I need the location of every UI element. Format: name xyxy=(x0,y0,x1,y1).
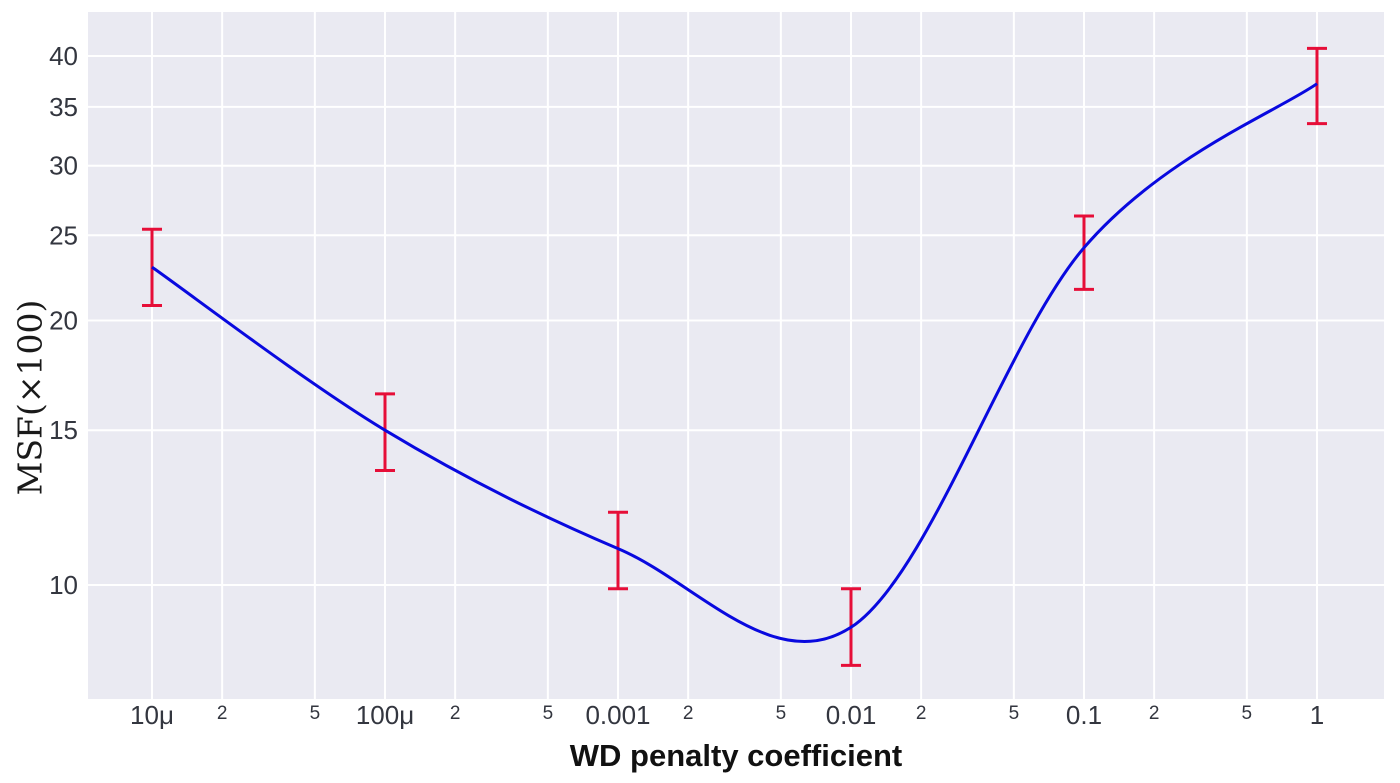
y-tick-label: 20 xyxy=(49,305,78,335)
x-tick-label: 10μ xyxy=(130,700,174,730)
x-tick-label: 100μ xyxy=(356,700,414,730)
y-tick-label: 25 xyxy=(49,220,78,250)
x-minor-tick-label: 2 xyxy=(450,703,461,724)
plot-background xyxy=(88,12,1384,699)
x-minor-tick-label: 5 xyxy=(543,703,554,724)
x-minor-tick-label: 2 xyxy=(217,703,228,724)
x-minor-tick-label: 2 xyxy=(683,703,694,724)
x-axis-title: WD penalty coefficient xyxy=(569,738,903,773)
x-minor-tick-label: 5 xyxy=(1242,703,1253,724)
y-tick-label: 15 xyxy=(49,415,78,445)
x-minor-tick-label: 5 xyxy=(776,703,787,724)
y-tick-label: 40 xyxy=(49,41,78,71)
y-tick-label: 30 xyxy=(49,151,78,181)
x-minor-tick-label: 2 xyxy=(1149,703,1160,724)
y-axis-title: MSF(×100) xyxy=(10,299,50,496)
x-minor-tick-label: 5 xyxy=(310,703,321,724)
y-tick-label: 35 xyxy=(49,92,78,122)
y-tick-label: 10 xyxy=(49,570,78,600)
x-tick-label: 1 xyxy=(1310,700,1324,730)
x-tick-label: 0.1 xyxy=(1066,700,1102,730)
x-minor-tick-label: 5 xyxy=(1009,703,1020,724)
x-tick-label: 0.001 xyxy=(585,700,650,730)
x-minor-tick-label: 2 xyxy=(916,703,927,724)
data-line xyxy=(151,82,1318,643)
x-tick-label: 0.01 xyxy=(826,700,877,730)
